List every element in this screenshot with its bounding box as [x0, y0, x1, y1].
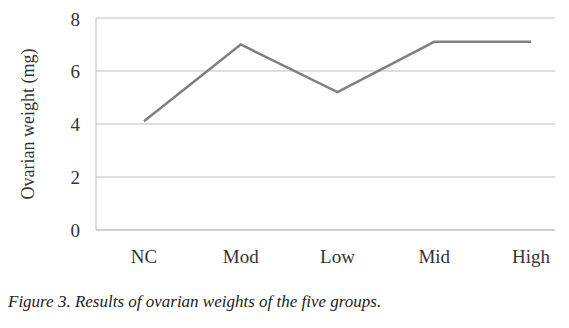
svg-text:6: 6 — [71, 61, 81, 82]
svg-text:4: 4 — [71, 114, 81, 135]
svg-text:NC: NC — [131, 246, 157, 267]
svg-text:Low: Low — [320, 246, 355, 267]
html-text:Figure 3. Results of ovarian w: Figure 3. Results of ovarian weights of … — [8, 292, 382, 311]
svg-text:High: High — [512, 246, 551, 267]
svg-text:2: 2 — [71, 167, 81, 188]
svg-text:Ovarian weight (mg): Ovarian weight (mg) — [18, 49, 39, 200]
svg-text:0: 0 — [71, 220, 81, 241]
svg-text:Mid: Mid — [418, 246, 450, 267]
svg-text:8: 8 — [71, 9, 81, 30]
svg-text:Mod: Mod — [223, 246, 259, 267]
